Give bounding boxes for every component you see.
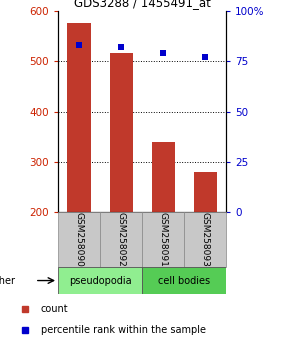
Text: GSM258090: GSM258090: [75, 212, 84, 267]
Text: cell bodies: cell bodies: [158, 275, 210, 286]
Text: GSM258092: GSM258092: [117, 212, 126, 267]
Text: percentile rank within the sample: percentile rank within the sample: [41, 325, 206, 335]
Point: [203, 54, 208, 60]
Bar: [142, 267, 226, 294]
Bar: [58, 212, 100, 267]
Text: count: count: [41, 304, 68, 314]
Point: [119, 44, 124, 50]
Bar: [68, 23, 90, 212]
Bar: [194, 172, 217, 212]
Text: other: other: [0, 275, 16, 286]
Point: [161, 50, 165, 56]
Bar: [58, 267, 142, 294]
Bar: [142, 212, 184, 267]
Text: pseudopodia: pseudopodia: [69, 275, 131, 286]
Bar: [110, 53, 133, 212]
Text: GSM258091: GSM258091: [159, 212, 168, 267]
Text: GSM258093: GSM258093: [201, 212, 210, 267]
Bar: [184, 212, 226, 267]
Bar: [100, 212, 142, 267]
Title: GDS3288 / 1455491_at: GDS3288 / 1455491_at: [74, 0, 211, 10]
Bar: [152, 142, 175, 212]
Point: [77, 42, 81, 48]
